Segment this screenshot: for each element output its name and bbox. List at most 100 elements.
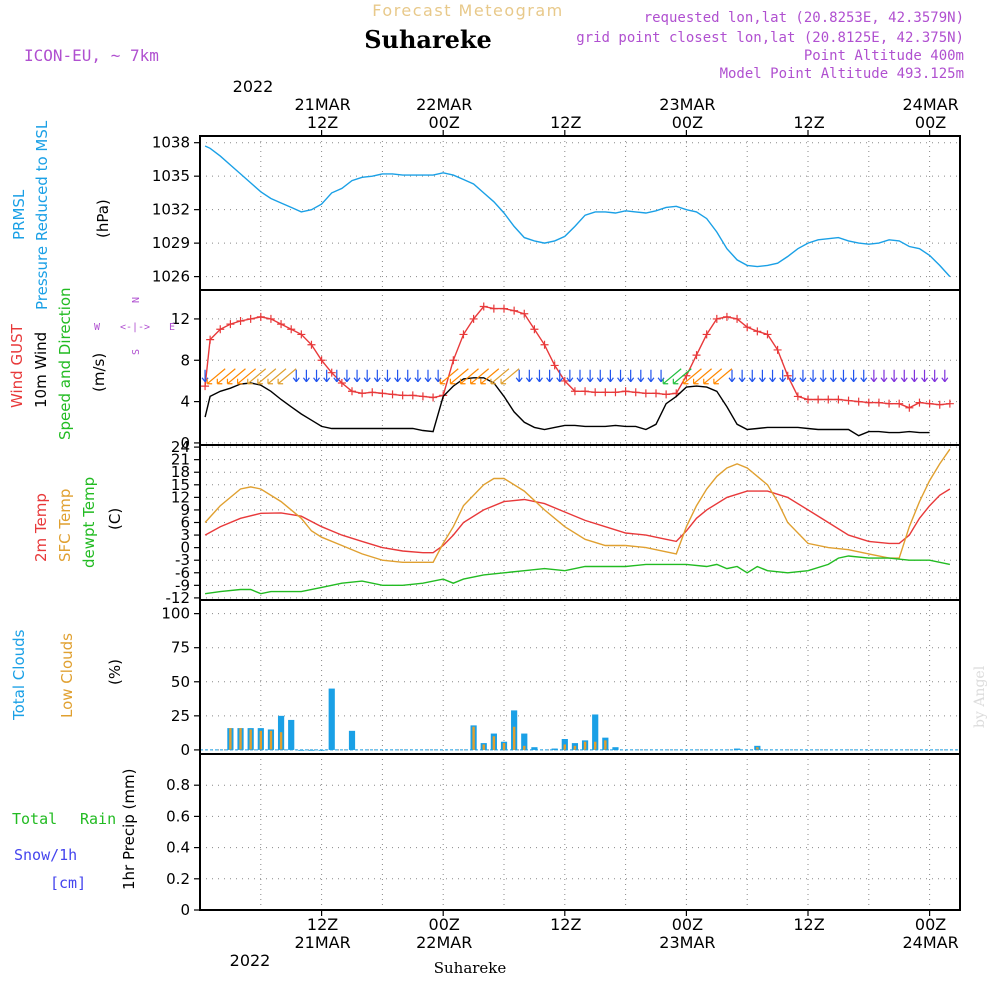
series-line-prmsl: [204, 145, 951, 278]
wind-direction-arrow: [819, 369, 827, 383]
bottom-date-label: 22MAR: [416, 933, 472, 952]
gust-marker: [712, 314, 721, 323]
bottom-hour-label: 12Z: [307, 915, 338, 934]
wind-direction-arrow: [576, 369, 584, 383]
compass-e: E: [169, 322, 175, 333]
wind-direction-arrow: [525, 369, 533, 383]
gust-marker: [844, 396, 853, 405]
wind-label-gust: Wind GUST: [8, 323, 26, 408]
gust-marker: [530, 325, 539, 334]
wind-direction-arrow: [500, 368, 520, 385]
gust-marker: [925, 399, 934, 408]
gust-marker: [337, 379, 346, 387]
bottom-hour-label: 00Z: [672, 915, 703, 934]
wind-direction-arrow: [566, 369, 574, 383]
precipitation-ytick-label: 0.2: [166, 870, 190, 888]
wind-direction-arrow: [921, 369, 929, 383]
low-cloud-bar: [269, 730, 273, 750]
gust-marker: [874, 398, 883, 407]
precip-unit: 1hr Precip (mm): [120, 769, 138, 890]
compass-icon: N S W E <-|->: [94, 297, 175, 355]
gust-marker: [935, 400, 944, 409]
clouds-label-total: Total Clouds: [10, 629, 28, 721]
low-cloud-bar: [259, 730, 262, 750]
wind-direction-arrow: [941, 369, 949, 383]
gust-marker: [885, 399, 894, 408]
gust-marker: [358, 389, 367, 398]
wind-direction-arrow: [535, 369, 543, 383]
low-cloud-bar: [583, 741, 587, 750]
compass-cross: <-|->: [120, 322, 150, 333]
wind-direction-arrow: [860, 369, 868, 383]
wind-direction-arrow: [434, 369, 442, 383]
gust-marker: [601, 388, 610, 397]
wind-direction-arrow: [703, 368, 723, 385]
wind-direction-arrow: [459, 368, 479, 385]
wind-direction-arrow: [247, 368, 267, 385]
gust-marker: [500, 304, 508, 313]
total-cloud-bar: [328, 688, 335, 750]
gust-marker: [388, 390, 397, 399]
gust-marker: [540, 340, 549, 349]
wind-direction-arrow: [839, 369, 847, 383]
wind-direction-arrow: [333, 369, 341, 383]
gust-marker: [753, 327, 762, 336]
top-year-label: 2022: [233, 77, 274, 96]
clouds-ytick-label: 50: [171, 673, 190, 691]
total-cloud-bar: [531, 747, 538, 750]
gust-marker: [459, 330, 468, 339]
gust-marker: [743, 323, 752, 332]
gust-marker: [449, 356, 458, 365]
gust-marker: [591, 388, 600, 397]
top-hour-label: 00Z: [429, 113, 460, 132]
gust-marker: [560, 376, 569, 385]
wind-direction-arrow: [480, 368, 500, 385]
temperature-ytick-label: 3: [180, 526, 190, 544]
gust-marker: [489, 304, 498, 313]
wind-direction-arrow: [758, 369, 766, 383]
gust-marker: [206, 335, 215, 344]
wind-direction-arrow: [313, 369, 321, 383]
temp-label-2m: 2m Temp: [32, 493, 50, 562]
wind-direction-arrow: [637, 369, 645, 383]
footer-location: Suhareke: [434, 959, 507, 977]
wind-direction-arrow: [414, 369, 422, 383]
wind-direction-arrow: [900, 369, 908, 383]
gust-marker: [398, 391, 407, 400]
wind-direction-arrow: [237, 368, 256, 385]
wind-direction-arrow: [596, 369, 604, 383]
low-cloud-bar: [239, 728, 242, 750]
gust-marker: [277, 320, 286, 329]
wind-ytick-label: 12: [171, 310, 190, 328]
wind-direction-arrow: [789, 369, 797, 383]
wind-direction-arrow: [769, 369, 777, 383]
wind-direction-arrow: [850, 369, 858, 383]
gust-marker: [317, 356, 326, 365]
gust-marker: [216, 325, 225, 334]
clouds-frame: [199, 599, 961, 755]
bottom-hour-label: 00Z: [429, 915, 460, 934]
precipitation-frame: [199, 753, 961, 911]
clouds-label-low: Low Clouds: [58, 633, 76, 718]
precipitation-ytick-label: 0: [180, 901, 190, 919]
temperature-ytick-label: -6: [175, 564, 190, 582]
gust-marker: [201, 382, 210, 391]
gust-marker: [611, 388, 620, 397]
bottom-date-label: 23MAR: [659, 933, 715, 952]
wind-direction-arrow: [713, 368, 733, 385]
wind-direction-arrow: [302, 369, 310, 383]
top-date-label: 21MAR: [294, 95, 350, 114]
credit-watermark: by Angel: [972, 665, 988, 728]
wind-direction-arrow: [910, 369, 918, 383]
pressure-ytick-label: 1035: [152, 167, 190, 185]
wind-direction-arrow: [546, 369, 554, 383]
top-hour-label: 12Z: [307, 113, 338, 132]
gust-marker: [256, 312, 265, 321]
low-cloud-bar: [279, 732, 283, 750]
gust-marker: [307, 340, 316, 349]
wind-direction-arrow: [693, 368, 712, 385]
gust-marker: [297, 330, 306, 339]
gust-marker: [570, 387, 579, 396]
clouds-ytick-label: 25: [171, 707, 190, 725]
wind-direction-arrow: [439, 368, 459, 385]
